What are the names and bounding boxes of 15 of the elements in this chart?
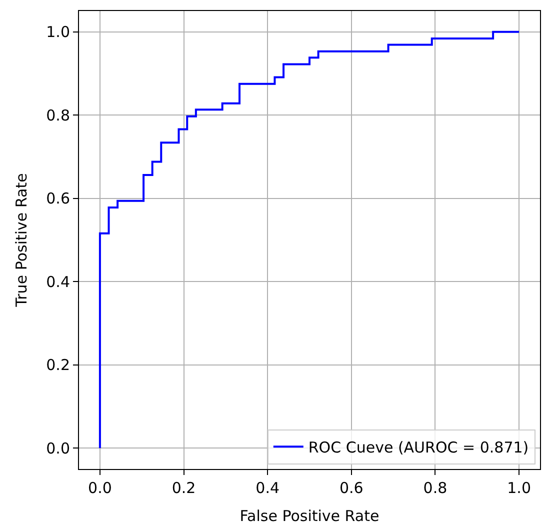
- x-axis-title: False Positive Rate: [240, 507, 380, 525]
- y-tick-label: 0.4: [46, 272, 70, 291]
- x-tick-label: 0.6: [339, 479, 364, 497]
- y-tick-label: 0.2: [46, 356, 70, 374]
- x-tick-label: 0.0: [88, 479, 112, 497]
- x-tick-label: 0.4: [256, 479, 280, 497]
- legend-label: ROC Cueve (AUROC = 0.871): [308, 438, 529, 457]
- y-tick-label: 0.6: [46, 190, 70, 208]
- y-tick-label: 0.8: [46, 106, 70, 124]
- x-tick-label: 0.8: [423, 479, 448, 497]
- x-tick-label: 0.2: [172, 479, 196, 497]
- y-tick-label: 0.0: [46, 439, 70, 458]
- y-axis-title: True Positive Rate: [12, 173, 30, 308]
- y-tick-label: 1.0: [46, 23, 70, 42]
- x-tick-label: 1.0: [507, 479, 531, 497]
